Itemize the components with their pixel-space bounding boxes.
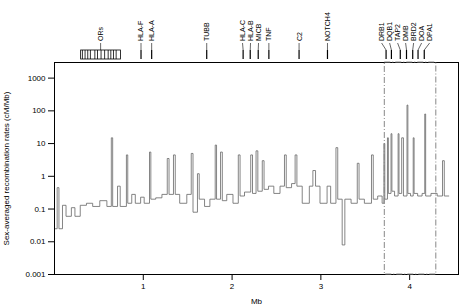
svg-text:Sex-averaged recombination rat: Sex-averaged recombination rates (cM/Mb) <box>2 91 11 245</box>
svg-text:4: 4 <box>407 282 412 291</box>
svg-text:DQB1: DQB1 <box>386 22 394 41</box>
svg-text:TAP2: TAP2 <box>394 24 401 41</box>
svg-text:HLA-F: HLA-F <box>137 21 144 41</box>
svg-text:1: 1 <box>141 282 146 291</box>
svg-text:3: 3 <box>319 282 324 291</box>
svg-text:2: 2 <box>230 282 235 291</box>
svg-text:C2: C2 <box>296 32 303 41</box>
svg-text:0.001: 0.001 <box>25 270 46 279</box>
svg-text:MICB: MICB <box>255 23 262 41</box>
svg-text:DMB: DMB <box>402 25 409 41</box>
svg-text:DOA: DOA <box>418 26 425 42</box>
svg-text:ORs: ORs <box>97 27 104 42</box>
svg-text:0.01: 0.01 <box>30 237 46 246</box>
svg-text:NOTCH4: NOTCH4 <box>324 12 331 41</box>
svg-text:1000: 1000 <box>28 74 46 83</box>
svg-text:HLA-B: HLA-B <box>247 20 254 41</box>
svg-text:TNF: TNF <box>265 27 272 41</box>
svg-text:DPA1: DPA1 <box>426 23 433 41</box>
svg-text:Mb: Mb <box>251 297 263 306</box>
svg-text:DRB1: DRB1 <box>378 22 385 41</box>
svg-text:BRD2: BRD2 <box>410 22 417 41</box>
svg-text:HLA-A: HLA-A <box>148 20 155 41</box>
svg-text:HLA-C: HLA-C <box>239 20 246 41</box>
svg-text:TUBB: TUBB <box>203 22 210 41</box>
svg-text:0.1: 0.1 <box>34 205 46 214</box>
svg-text:10: 10 <box>37 139 46 148</box>
svg-text:100: 100 <box>32 106 46 115</box>
svg-text:1: 1 <box>41 172 46 181</box>
